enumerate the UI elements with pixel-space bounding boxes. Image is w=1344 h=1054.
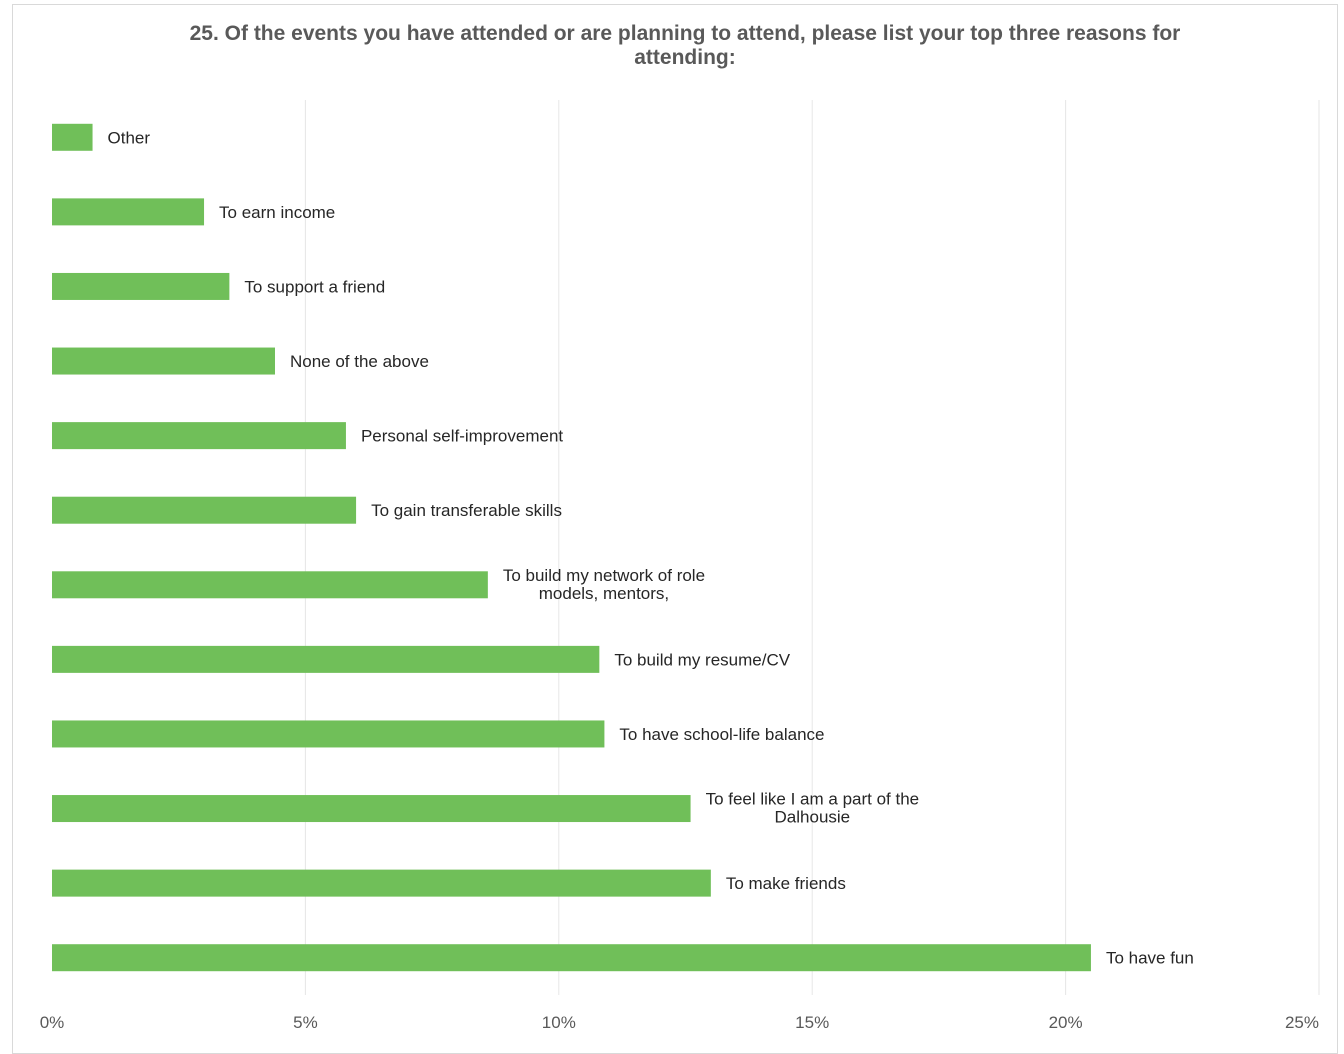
chart-title: 25. Of the events you have attended or a… [189,22,1181,69]
gridlines [304,100,1320,995]
x-tick-label: 5% [293,1013,318,1032]
bar-label: To earn income [219,203,335,222]
x-axis-ticks: 0% 5% 10% 15% 20% 25% [40,1013,1319,1032]
bar [52,422,346,450]
bar [52,347,275,375]
bar-label: To gain transferable skills [371,501,562,520]
x-tick-label: 15% [795,1013,829,1032]
bar-label: To build my resume/CV [614,650,790,669]
bar [52,272,230,300]
bar-label: To support a friend [244,277,385,296]
bar-label: To feel like I am a part of the Dalhousie [706,790,920,827]
bar [52,795,691,823]
x-tick-label: 0% [40,1013,65,1032]
bar-label: None of the above [290,352,429,371]
bar [52,123,93,151]
bar [52,869,711,897]
x-tick-label: 10% [542,1013,576,1032]
x-tick-label: 20% [1049,1013,1083,1032]
bar [52,720,605,748]
bar [52,645,600,673]
bar-label: Other [108,128,151,147]
bar [52,571,488,599]
bar-label: Personal self-improvement [361,427,563,446]
bar [52,496,357,524]
bar-labels: Other To earn income To support a friend No… [108,128,1194,967]
bars [52,123,1091,972]
x-tick-label: 25% [1285,1013,1319,1032]
bar-label: To have fun [1106,949,1194,968]
bar-label: To have school-life balance [619,725,824,744]
bar [52,198,205,226]
bar [52,944,1091,972]
bar-label: To make friends [726,874,846,893]
bar-label: To build my network of role models, mento… [503,566,705,603]
